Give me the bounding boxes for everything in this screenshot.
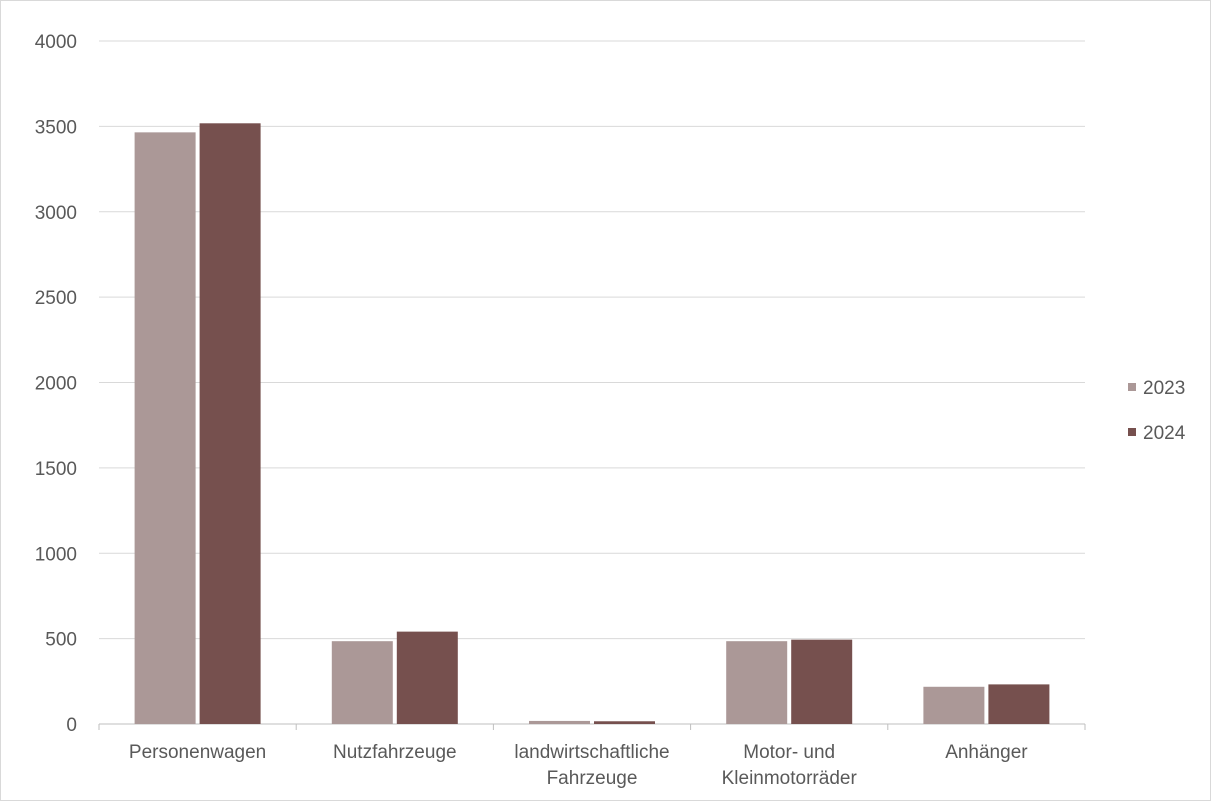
x-category-label: Kleinmotorräder xyxy=(722,768,858,789)
bar-2023-3 xyxy=(726,641,788,724)
y-tick-label: 1000 xyxy=(35,544,77,565)
x-category-label: Motor- und xyxy=(743,742,835,763)
legend-label-2023: 2023 xyxy=(1143,378,1185,399)
y-tick-label: 4000 xyxy=(35,32,77,53)
x-category-label: landwirtschaftliche xyxy=(514,742,669,763)
y-tick-label: 3500 xyxy=(35,117,77,138)
bar-2023-0 xyxy=(134,132,196,724)
bar-2023-2 xyxy=(529,720,590,724)
bar-2024-1 xyxy=(396,631,458,724)
y-tick-label: 2500 xyxy=(35,288,77,309)
x-category-label: Fahrzeuge xyxy=(547,768,638,789)
y-tick-label: 3000 xyxy=(35,203,77,224)
y-tick-label: 2000 xyxy=(35,374,77,395)
x-category-label: Personenwagen xyxy=(129,742,266,763)
y-tick-label: 0 xyxy=(66,715,77,736)
bar-2024-0 xyxy=(199,123,261,724)
bar-2024-3 xyxy=(791,639,853,724)
y-tick-label: 1500 xyxy=(35,459,77,480)
y-tick-label: 500 xyxy=(45,630,77,651)
legend-label-2024: 2024 xyxy=(1143,423,1186,444)
bar-2024-4 xyxy=(988,684,1050,724)
x-category-label: Anhänger xyxy=(945,742,1028,763)
bar-2024-2 xyxy=(594,721,655,724)
x-category-label: Nutzfahrzeuge xyxy=(333,742,457,763)
legend-swatch-2024 xyxy=(1128,428,1136,436)
bar-2023-4 xyxy=(923,686,985,724)
bar-2023-1 xyxy=(331,641,393,724)
legend-swatch-2023 xyxy=(1128,383,1136,391)
